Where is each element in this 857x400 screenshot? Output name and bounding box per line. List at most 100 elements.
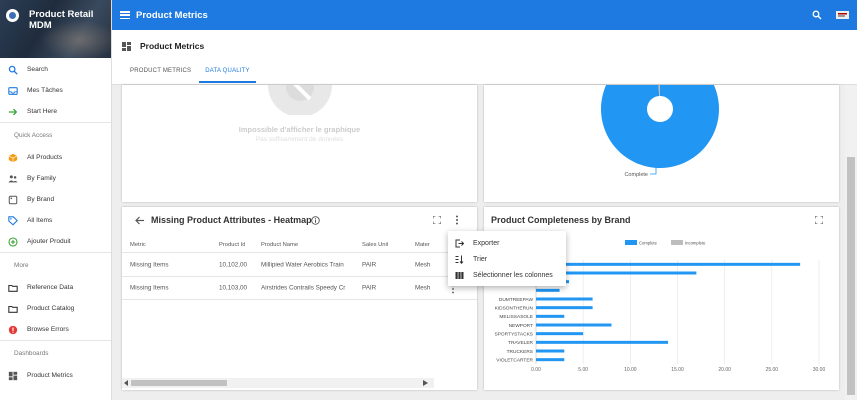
sidebar-item-browse-errors[interactable]: Browse Errors xyxy=(0,319,111,340)
sidebar-item-all-products[interactable]: All Products xyxy=(0,147,111,168)
bar[interactable] xyxy=(536,323,612,327)
y-category-label: DUMTREEPAW xyxy=(499,297,534,303)
sidebar-item-mes-t-ches[interactable]: Mes Tâches xyxy=(0,80,111,101)
tag-icon xyxy=(7,215,19,227)
sidebar-item-start-here[interactable]: Start Here xyxy=(0,101,111,122)
y-category-label: VIOLETCARTER xyxy=(496,357,533,363)
menu-item-select-columns[interactable]: Sélectionner les colonnes xyxy=(448,267,566,283)
bar[interactable] xyxy=(536,332,584,336)
menu-item-sort[interactable]: Trier xyxy=(448,251,566,267)
x-tick-label: 20.00 xyxy=(718,367,731,373)
empty-chart-submessage: Pas suffisamment de données xyxy=(255,136,344,143)
sidebar-item-label: Browse Errors xyxy=(27,326,69,333)
bar[interactable] xyxy=(536,306,593,310)
horizontal-scrollbar[interactable] xyxy=(122,378,434,388)
sort-icon xyxy=(455,255,464,264)
menu-item-label: Trier xyxy=(473,255,488,263)
bar[interactable] xyxy=(536,297,593,301)
page-tabs: PRODUCT METRICS DATA QUALITY xyxy=(124,63,258,83)
sidebar-item-label: Start Here xyxy=(27,108,58,115)
menu-item-label: Sélectionner les colonnes xyxy=(473,271,553,279)
fullscreen-icon[interactable] xyxy=(433,216,441,224)
x-tick-label: 25.00 xyxy=(766,367,779,373)
column-header[interactable]: Metric xyxy=(130,241,146,248)
menu-item-export[interactable]: Exporter xyxy=(448,235,566,251)
column-header[interactable]: Product Id xyxy=(219,241,246,248)
sidebar-item-by-brand[interactable]: By Brand xyxy=(0,189,111,210)
x-tick-label: 15.00 xyxy=(671,367,684,373)
sidebar-item-by-family[interactable]: By Family xyxy=(0,168,111,189)
sidebar-item-label: All Products xyxy=(27,154,63,161)
menu-item-label: Exporter xyxy=(473,239,500,247)
info-icon[interactable] xyxy=(311,216,320,225)
table-row[interactable]: Missing Items 10,102,00 Millipied Water … xyxy=(122,253,477,277)
folder-icon xyxy=(7,303,19,315)
sidebar-section-quick-access: Quick Access xyxy=(0,122,111,147)
completeness-donut-card: Complete xyxy=(484,50,839,202)
sidebar-nav: Search Mes Tâches Start Here Quick Access … xyxy=(0,58,111,386)
sidebar-item-product-metrics[interactable]: Product Metrics xyxy=(0,365,111,386)
bar-chart-title: Product Completeness by Brand xyxy=(491,215,631,225)
legend-label[interactable]: Complete xyxy=(639,241,658,246)
column-header[interactable]: Product Name xyxy=(261,241,299,248)
bar[interactable] xyxy=(536,358,565,362)
scrollbar-thumb[interactable] xyxy=(131,380,227,386)
more-vert-icon[interactable] xyxy=(455,215,459,225)
bar[interactable] xyxy=(536,314,565,318)
y-category-label: TRAVELER xyxy=(508,340,534,346)
heatmap-title: Missing Product Attributes - Heatmap xyxy=(151,215,312,225)
sidebar-item-reference-data[interactable]: Reference Data xyxy=(0,277,111,298)
back-arrow-icon[interactable] xyxy=(135,216,145,225)
app-logo xyxy=(6,9,19,22)
bar[interactable] xyxy=(536,349,565,353)
sidebar-item-label: Reference Data xyxy=(27,284,74,291)
column-header[interactable]: Sales Unit xyxy=(362,241,389,248)
table-cell: Airstrides Contrails Speedy Cr xyxy=(261,284,346,292)
sidebar-item-label: By Brand xyxy=(27,196,55,203)
bar[interactable] xyxy=(536,262,801,266)
scroll-left-icon[interactable] xyxy=(124,380,129,386)
hamburger-menu-icon[interactable] xyxy=(120,11,130,19)
app-title: Product Retail MDM xyxy=(29,9,94,31)
bar[interactable] xyxy=(536,288,560,292)
y-category-label: KIDSONTHERUN xyxy=(495,305,534,311)
table-cell: Mesh xyxy=(415,284,431,292)
page-scrollbar[interactable] xyxy=(845,85,857,400)
empty-chart-card: Impossible d'afficher le graphique Pas s… xyxy=(122,85,477,202)
legend-swatch xyxy=(625,240,637,245)
column-header[interactable]: Mater xyxy=(415,241,430,248)
error-icon xyxy=(7,324,19,336)
pie-label-leader xyxy=(650,166,657,175)
search-icon xyxy=(7,64,19,76)
tab-product-metrics[interactable]: PRODUCT METRICS xyxy=(130,68,192,74)
sidebar-item-label: Product Catalog xyxy=(27,305,75,312)
y-category-label: TRUCKERS xyxy=(507,349,533,355)
bar[interactable] xyxy=(536,340,669,344)
pie-slice[interactable] xyxy=(601,50,720,168)
search-icon[interactable] xyxy=(812,10,822,20)
sidebar: Product Retail MDM Search Mes Tâches Start… xyxy=(0,0,112,400)
legend-label[interactable]: Incomplete xyxy=(685,241,706,246)
sidebar-item-ajouter-produit[interactable]: Ajouter Produit xyxy=(0,231,111,252)
sidebar-item-label: Ajouter Produit xyxy=(27,238,71,245)
bar[interactable] xyxy=(536,271,697,275)
y-category-label: SPORTYSTACKS xyxy=(495,331,533,337)
sidebar-item-search[interactable]: Search xyxy=(0,59,111,80)
sidebar-item-all-items[interactable]: All Items xyxy=(0,210,111,231)
y-category-label: NEWPORT xyxy=(509,323,533,329)
context-menu: Exporter Trier Sélectionner les colonnes xyxy=(448,231,566,286)
legend-swatch xyxy=(671,240,683,245)
table-cell: 10,102,00 xyxy=(219,261,248,268)
heatmap-card: Missing Product Attributes - Heatmap Met… xyxy=(122,207,477,390)
columns-icon xyxy=(455,271,464,279)
arrow-right-icon xyxy=(7,106,19,118)
table-row[interactable]: Missing Items 10,103,00 Airstrides Contr… xyxy=(122,277,477,300)
table-cell: Millipied Water Aerobics Train xyxy=(261,261,344,268)
table-cell: Mesh xyxy=(415,261,431,268)
sidebar-item-product-catalog[interactable]: Product Catalog xyxy=(0,298,111,319)
sidebar-section-dashboards: Dashboards xyxy=(0,340,111,365)
user-avatar[interactable] xyxy=(836,9,849,21)
scroll-right-icon[interactable] xyxy=(423,380,428,386)
page-scrollbar-thumb[interactable] xyxy=(847,157,855,395)
tab-data-quality[interactable]: DATA QUALITY xyxy=(199,63,256,83)
